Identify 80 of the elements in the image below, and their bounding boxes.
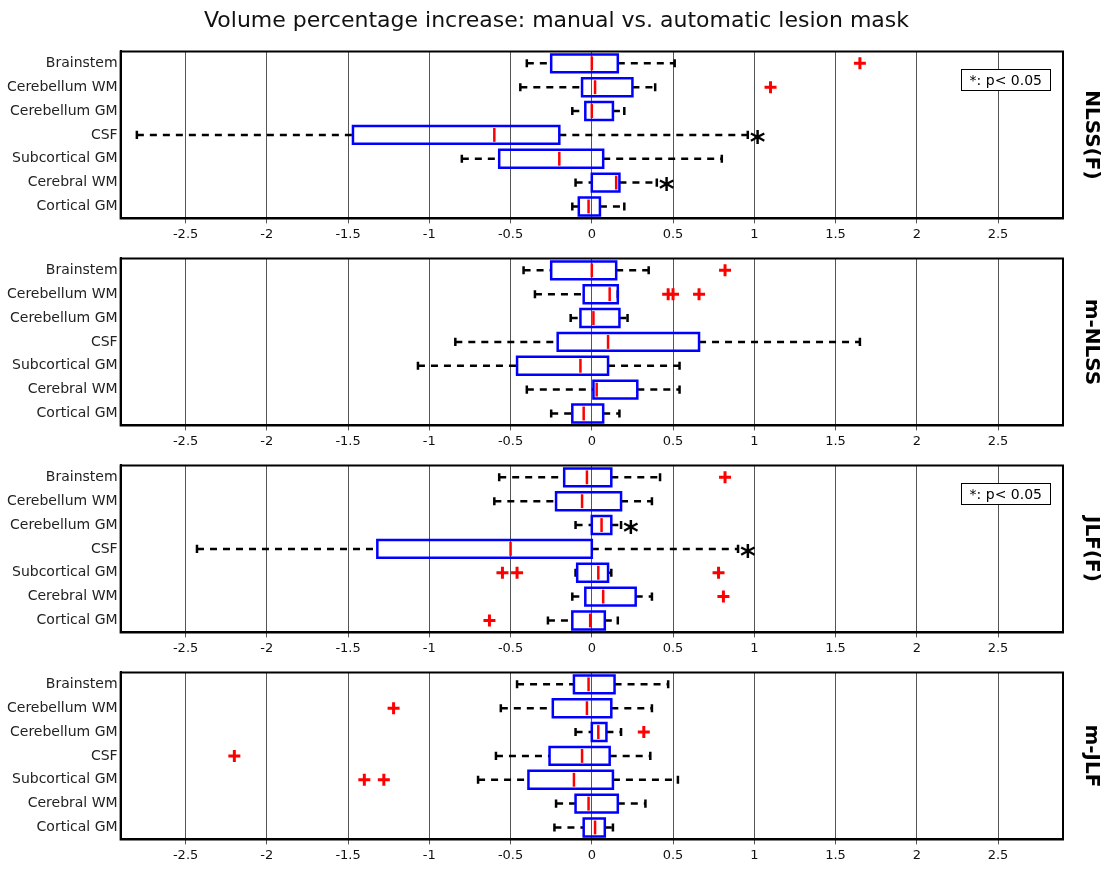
x-tick-label: -2 (260, 846, 274, 862)
y-tick-label: Cerebral WM (27, 587, 118, 604)
x-tick-label: -0.5 (497, 225, 524, 241)
x-tick-label: 2 (912, 639, 921, 655)
y-tick-label: Cerebellum WM (6, 698, 118, 715)
y-tick-label: Cerebellum WM (6, 491, 118, 508)
x-tick-label: 0.5 (662, 846, 684, 862)
x-tick-label: -2 (260, 225, 274, 241)
x-tick-label: -1 (422, 639, 436, 655)
chart-title: Volume percentage increase: manual vs. automatic lesion mask (203, 6, 910, 34)
y-tick-label: Cerebellum GM (9, 515, 118, 532)
x-tick-label: 2 (912, 846, 921, 862)
y-tick-label: Cerebral WM (27, 173, 118, 190)
y-tick-label: Cortical GM (36, 404, 118, 421)
y-tick-label: Subcortical GM (12, 356, 118, 373)
y-tick-label: Cortical GM (36, 197, 118, 214)
y-tick-label: CSF (90, 746, 118, 763)
x-tick-label: -2 (260, 432, 274, 448)
annotation: *: p< 0.05 (960, 69, 1051, 92)
y2-axis-title: m-NLSS (1080, 298, 1105, 386)
x-tick-label: -1 (422, 846, 436, 862)
x-tick-label: -1.5 (335, 225, 361, 241)
y-tick-label: Cerebellum GM (9, 308, 118, 325)
x-tick-label: -1 (422, 225, 436, 241)
x-tick-label: 2.5 (987, 639, 1009, 655)
x-tick-label: 1.5 (825, 225, 846, 241)
y-tick-label: Cerebellum WM (6, 77, 118, 94)
x-tick-label: 2 (912, 225, 921, 241)
x-tick-label: -0.5 (497, 432, 524, 448)
y-tick-label: Cerebral WM (27, 794, 118, 811)
x-tick-label: 1.5 (825, 432, 846, 448)
x-tick-label: -2.5 (172, 846, 199, 862)
x-tick-label: -1 (422, 432, 436, 448)
x-tick-label: -2.5 (172, 639, 199, 655)
x-tick-label: 1 (750, 225, 759, 241)
y-tick-label: Cerebellum GM (9, 101, 118, 118)
y-tick-label: Brainstem (45, 260, 118, 277)
y-tick-label: Subcortical GM (12, 770, 118, 787)
x-tick-label: -2.5 (172, 432, 199, 448)
x-tick-label: 2 (912, 432, 921, 448)
x-tick-label: -1.5 (335, 846, 361, 862)
y-tick-label: Brainstem (45, 53, 118, 70)
y2-axis-title: JLF(F) (1080, 514, 1105, 582)
x-tick-label: 1.5 (825, 639, 846, 655)
x-tick-label: 1 (750, 846, 759, 862)
x-tick-label: 0.5 (662, 432, 684, 448)
x-tick-label: 0.5 (662, 225, 684, 241)
x-tick-label: 2.5 (987, 432, 1009, 448)
y-tick-label: CSF (90, 332, 118, 349)
y-tick-label: Brainstem (45, 674, 118, 691)
x-tick-label: 2.5 (987, 225, 1009, 241)
y-tick-label: Cortical GM (36, 611, 118, 628)
y-tick-label: Cortical GM (36, 818, 118, 835)
x-tick-label: 0 (587, 432, 596, 448)
y-tick-label: Subcortical GM (12, 149, 118, 166)
x-tick-label: -1.5 (335, 432, 361, 448)
x-tick-label: 1 (750, 432, 759, 448)
x-tick-label: 0 (587, 225, 596, 241)
y-tick-label: CSF (90, 125, 118, 142)
x-tick-label: 1 (750, 639, 759, 655)
y-tick-label: Cerebellum WM (6, 284, 118, 301)
x-tick-label: -1.5 (335, 639, 361, 655)
x-tick-label: -0.5 (497, 639, 524, 655)
x-tick-label: 0 (587, 846, 596, 862)
x-tick-label: 0 (587, 639, 596, 655)
y2-axis-title: m-JLF (1080, 724, 1105, 788)
x-tick-label: -2.5 (172, 225, 199, 241)
y-tick-label: Subcortical GM (12, 563, 118, 580)
y-tick-label: CSF (90, 539, 118, 556)
y-tick-label: Cerebellum GM (9, 722, 118, 739)
y2-axis-title: NLSS(F) (1080, 90, 1105, 180)
annotation: *: p< 0.05 (960, 483, 1051, 506)
x-tick-label: 1.5 (825, 846, 846, 862)
x-tick-label: -0.5 (497, 846, 524, 862)
x-tick-label: 0.5 (662, 639, 684, 655)
y-tick-label: Cerebral WM (27, 380, 118, 397)
y-tick-label: Brainstem (45, 467, 118, 484)
x-tick-label: 2.5 (987, 846, 1009, 862)
x-tick-label: -2 (260, 639, 274, 655)
annotation: * (623, 513, 640, 549)
